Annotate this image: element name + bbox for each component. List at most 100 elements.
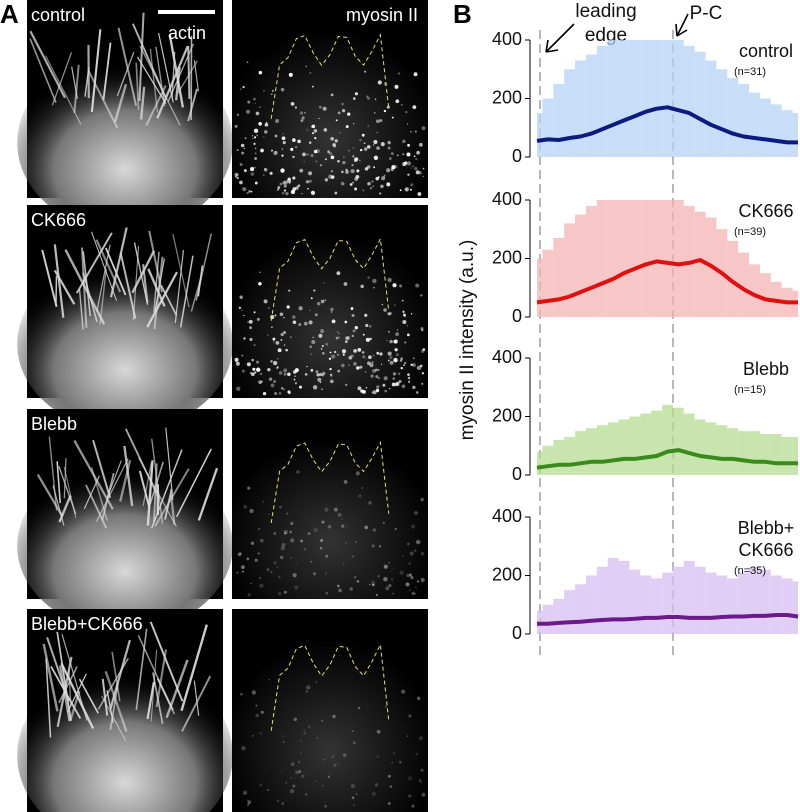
myosin-punctum	[404, 161, 408, 165]
myosin-punctum	[399, 570, 404, 575]
chart-subtitle: (n=15)	[734, 384, 766, 396]
myosin-punctum	[401, 384, 406, 389]
myosin-punctum	[405, 110, 408, 114]
myosin-punctum	[270, 93, 273, 95]
cell-body	[17, 53, 233, 232]
trace-band	[542, 249, 554, 317]
filopodium	[109, 639, 131, 710]
trace-band	[683, 560, 695, 634]
myosin-punctum	[321, 520, 325, 524]
myosin-punctum	[249, 508, 254, 514]
myosin-punctum	[298, 323, 302, 327]
myosin-punctum	[389, 387, 391, 390]
myosin-punctum	[372, 278, 377, 284]
myosin-punctum	[364, 70, 367, 73]
myosin-punctum	[330, 155, 335, 160]
myosin-punctum	[300, 539, 304, 543]
myosin-punctum	[314, 136, 317, 140]
myosin-punctum	[290, 147, 294, 151]
myosin-punctum	[253, 97, 256, 101]
myosin-punctum	[341, 524, 345, 528]
myosin-punctum	[294, 375, 297, 378]
myosin-punctum	[283, 368, 288, 373]
myosin-punctum	[311, 339, 316, 344]
myosin-punctum	[371, 584, 374, 586]
myosin-punctum	[290, 101, 295, 106]
myosin-punctum	[336, 353, 340, 356]
myosin-punctum	[315, 680, 318, 683]
myosin-punctum	[361, 133, 365, 137]
myosin-punctum	[318, 117, 320, 120]
filopodium	[97, 657, 129, 710]
trace-band	[694, 51, 706, 158]
myosin-punctum	[310, 297, 313, 300]
myosin-punctum	[355, 159, 358, 161]
myosin-punctum	[288, 289, 291, 292]
myosin-punctum	[352, 155, 355, 158]
myosin-punctum	[389, 785, 393, 788]
myosin-punctum	[387, 146, 391, 150]
myosin-punctum	[343, 156, 345, 158]
myosin-punctum	[314, 313, 318, 317]
myosin-punctum	[251, 734, 254, 737]
myosin-punctum	[420, 551, 425, 556]
trace-band	[672, 200, 684, 317]
trace-band	[738, 431, 750, 475]
myosin-punctum	[308, 141, 312, 144]
myosin-punctum	[371, 791, 376, 796]
trace-band	[683, 45, 695, 157]
myosin-punctum	[366, 165, 371, 169]
myosin-punctum	[381, 176, 386, 181]
myosin-punctum	[341, 518, 344, 520]
myosin-punctum	[250, 172, 255, 176]
myosin-punctum	[280, 168, 285, 173]
myosin-punctum	[310, 368, 314, 372]
myosin-punctum	[396, 329, 399, 331]
myosin-punctum	[401, 724, 404, 726]
myosin-punctum	[367, 125, 369, 127]
myosin-punctum	[241, 565, 245, 570]
myosin-punctum	[254, 157, 258, 160]
myosin-punctum	[419, 780, 422, 783]
filopodium	[165, 427, 174, 500]
myosin-punctum	[376, 119, 380, 124]
myosin-punctum	[387, 351, 392, 356]
filopodium	[149, 621, 184, 702]
myosin-punctum	[359, 365, 363, 369]
filopodium	[111, 651, 121, 702]
myosin-punctum	[337, 336, 340, 339]
myosin-punctum	[367, 361, 371, 366]
myosin-punctum	[275, 119, 280, 123]
myosin-punctum	[272, 360, 278, 366]
myosin-punctum	[376, 146, 380, 150]
filopodium	[45, 658, 52, 738]
myosin-punctum	[408, 380, 411, 383]
myosin-punctum	[350, 169, 355, 174]
myosin-punctum	[264, 122, 269, 127]
myosin-punctum	[371, 544, 375, 548]
myosin-punctum	[249, 337, 253, 342]
myosin-punctum	[337, 369, 341, 373]
myosin-punctum	[375, 176, 379, 181]
myosin-punctum	[364, 313, 368, 317]
myosin-punctum	[352, 741, 356, 745]
myosin-punctum	[355, 793, 358, 795]
myosin-punctum	[310, 126, 313, 128]
myosin-punctum	[239, 552, 242, 555]
trace-band	[683, 413, 695, 475]
myosin-punctum	[249, 372, 252, 375]
myosin-punctum	[403, 364, 405, 367]
myosin-punctum	[384, 389, 388, 393]
myosin-punctum	[283, 316, 285, 319]
myosin-punctum	[400, 103, 403, 106]
myosin-punctum	[290, 762, 295, 767]
myosin-punctum	[277, 188, 279, 191]
trace-band	[727, 428, 739, 475]
myosin-punctum	[373, 139, 378, 145]
filopodium	[104, 670, 128, 732]
myosin-punctum	[391, 165, 396, 170]
column-title: myosin II	[346, 5, 418, 25]
myosin-punctum	[327, 775, 331, 778]
myosin-punctum	[410, 130, 412, 133]
myosin-punctum	[384, 705, 388, 708]
